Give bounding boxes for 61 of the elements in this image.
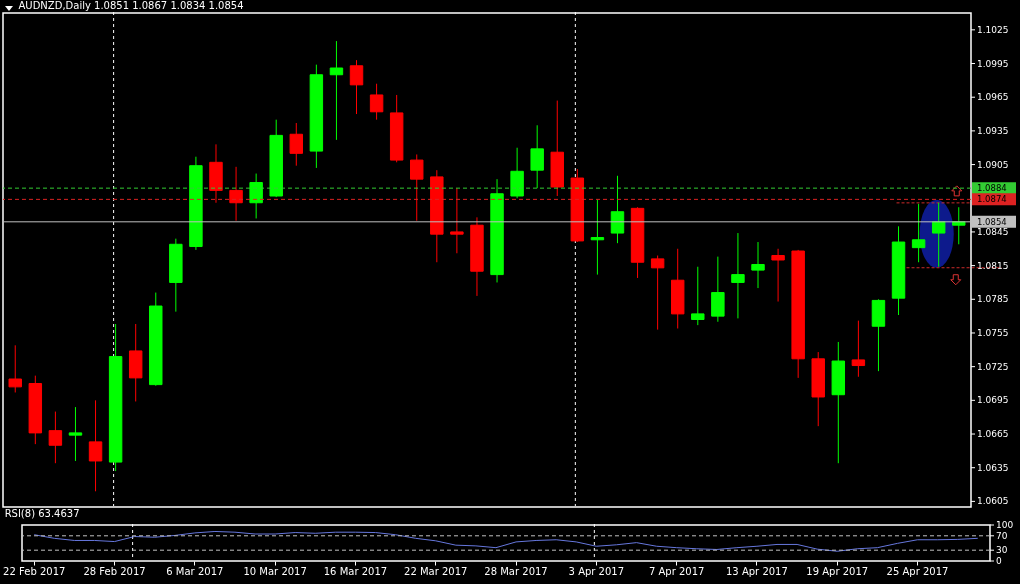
y-tick-label: 1.0665 [977, 429, 1009, 440]
candlestick [610, 175, 625, 244]
candlestick [771, 248, 785, 303]
candlestick [329, 40, 344, 141]
line-series [33, 530, 979, 552]
candlestick [450, 187, 464, 254]
x-tick-label: 22 Feb 2017 [3, 565, 66, 577]
candlestick [410, 153, 424, 222]
y-tick-label: 1.0695 [977, 395, 1009, 406]
ref-line-label: 1.0874 [977, 194, 1007, 205]
y-tick-label: 1.0845 [977, 226, 1009, 237]
y-tick-label: 1.0935 [977, 125, 1009, 136]
x-tick-label: 25 Apr 2017 [886, 565, 949, 577]
y-tick-label: 1.0785 [977, 294, 1009, 305]
x-tick-label: 28 Mar 2017 [484, 565, 548, 577]
chart-title: AUDNZD,Daily 1.0851 1.0867 1.0834 1.0854 [18, 0, 244, 11]
candlestick [68, 406, 83, 462]
candlestick [8, 344, 22, 393]
candlestick [229, 166, 243, 222]
y-tick-label: 100 [996, 520, 1014, 530]
y-tick-label: 1.0635 [977, 462, 1009, 473]
ref-line-label: 1.0884 [977, 183, 1007, 194]
x-tick-label: 28 Feb 2017 [83, 565, 146, 577]
candlestick [952, 206, 966, 245]
candlestick [650, 255, 665, 331]
candlestick [48, 411, 63, 464]
y-tick-label: 1.0815 [977, 260, 1009, 271]
candlestick [590, 198, 605, 276]
candlestick [691, 266, 705, 326]
x-tick-label: 7 Apr 2017 [648, 565, 705, 577]
candlestick [931, 202, 946, 268]
y-tick-label: 1.0905 [977, 159, 1009, 170]
y-tick-label: 0 [996, 556, 1002, 566]
candlestick [751, 241, 765, 289]
x-tick-label: 3 Apr 2017 [568, 565, 625, 577]
y-tick-label: 1.0755 [977, 327, 1009, 338]
x-tick-label: 6 Mar 2017 [166, 565, 224, 577]
candlestick [88, 399, 103, 492]
y-tick-label: 1.0995 [977, 58, 1009, 69]
x-tick-label: 22 Mar 2017 [404, 565, 468, 577]
candlestick [711, 256, 725, 323]
candlestick [911, 203, 926, 263]
candlestick [731, 232, 745, 319]
candlestick [369, 83, 384, 121]
x-tick-label: 10 Mar 2017 [243, 565, 307, 577]
ref-line-label: 1.0854 [977, 216, 1007, 227]
y-tick-label: 1.0965 [977, 92, 1009, 103]
y-tick-label: 1.0725 [977, 361, 1009, 372]
y-tick-label: 1.1025 [977, 24, 1009, 35]
candlestick [851, 320, 866, 378]
x-tick-label: 13 Apr 2017 [726, 565, 788, 577]
y-tick-label: 30 [996, 545, 1008, 556]
candlestick [349, 59, 364, 115]
y-tick-label: 70 [996, 530, 1008, 541]
candlestick [289, 122, 304, 167]
x-tick-label: 19 Apr 2017 [806, 565, 869, 577]
chart-title: RSI(8) 63.4637 [4, 508, 80, 519]
y-tick-label: 1.0605 [977, 496, 1009, 507]
x-tick-label: 16 Mar 2017 [323, 565, 388, 577]
candlestick [249, 173, 263, 219]
candlestick [530, 124, 544, 189]
